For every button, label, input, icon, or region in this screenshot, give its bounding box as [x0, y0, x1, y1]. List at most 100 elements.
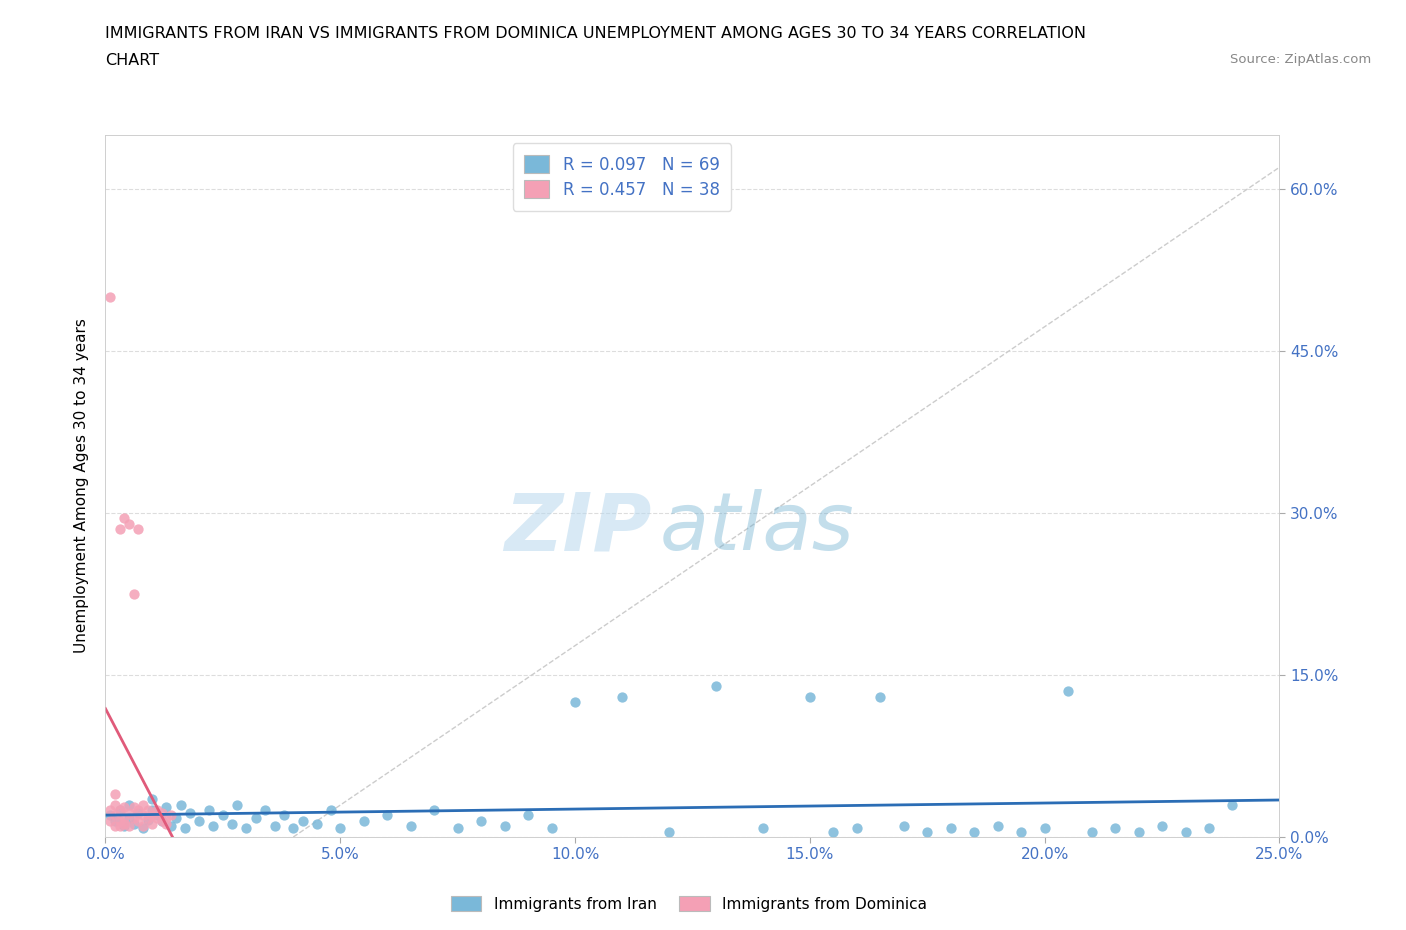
Point: [221, 817, 243, 831]
Point: [122, 817, 145, 831]
Point: [752, 821, 775, 836]
Point: [155, 810, 177, 825]
Point: [823, 824, 845, 839]
Point: [146, 810, 169, 825]
Point: [150, 814, 173, 829]
Point: [155, 817, 177, 831]
Point: [273, 808, 295, 823]
Text: IMMIGRANTS FROM IRAN VS IMMIGRANTS FROM DOMINICA UNEMPLOYMENT AMONG AGES 30 TO 3: IMMIGRANTS FROM IRAN VS IMMIGRANTS FROM …: [105, 26, 1087, 41]
Point: [146, 803, 169, 817]
Point: [375, 808, 398, 823]
Point: [446, 821, 468, 836]
Point: [845, 821, 868, 836]
Point: [263, 818, 285, 833]
Point: [704, 678, 727, 693]
Point: [112, 810, 135, 825]
Point: [202, 818, 225, 833]
Point: [658, 824, 681, 839]
Point: [122, 799, 145, 814]
Point: [132, 808, 155, 823]
Point: [136, 803, 159, 817]
Point: [869, 689, 891, 704]
Point: [423, 803, 446, 817]
Point: [122, 810, 145, 825]
Point: [160, 818, 183, 833]
Point: [564, 695, 586, 710]
Point: [517, 808, 540, 823]
Point: [226, 797, 249, 812]
Point: [141, 808, 163, 823]
Legend: R = 0.097   N = 69, R = 0.457   N = 38: R = 0.097 N = 69, R = 0.457 N = 38: [513, 143, 731, 210]
Point: [108, 803, 131, 817]
Point: [127, 814, 149, 829]
Point: [1057, 684, 1080, 698]
Text: Source: ZipAtlas.com: Source: ZipAtlas.com: [1230, 53, 1371, 66]
Point: [146, 808, 169, 823]
Point: [353, 814, 375, 829]
Point: [127, 805, 149, 820]
Point: [112, 511, 135, 525]
Point: [132, 818, 155, 833]
Point: [155, 799, 177, 814]
Point: [188, 814, 211, 829]
Point: [132, 797, 155, 812]
Point: [118, 797, 141, 812]
Point: [150, 805, 173, 820]
Point: [610, 689, 633, 704]
Point: [136, 810, 159, 825]
Point: [915, 824, 938, 839]
Text: CHART: CHART: [105, 53, 159, 68]
Text: ZIP: ZIP: [503, 489, 651, 567]
Point: [104, 808, 127, 823]
Point: [150, 814, 173, 829]
Point: [329, 821, 352, 836]
Point: [112, 818, 135, 833]
Point: [1174, 824, 1197, 839]
Point: [1150, 818, 1173, 833]
Point: [118, 805, 141, 820]
Point: [540, 821, 562, 836]
Point: [118, 810, 141, 825]
Y-axis label: Unemployment Among Ages 30 to 34 years: Unemployment Among Ages 30 to 34 years: [75, 318, 90, 654]
Point: [197, 803, 219, 817]
Point: [169, 797, 191, 812]
Point: [118, 818, 141, 833]
Text: atlas: atlas: [659, 489, 855, 567]
Point: [211, 808, 233, 823]
Point: [108, 814, 131, 829]
Point: [1080, 824, 1102, 839]
Point: [893, 818, 915, 833]
Point: [987, 818, 1010, 833]
Point: [319, 803, 342, 817]
Legend: Immigrants from Iran, Immigrants from Dominica: Immigrants from Iran, Immigrants from Do…: [444, 889, 934, 918]
Point: [108, 803, 131, 817]
Point: [108, 818, 131, 833]
Point: [104, 797, 127, 812]
Point: [132, 821, 155, 836]
Point: [108, 522, 131, 537]
Point: [98, 814, 121, 829]
Point: [136, 812, 159, 827]
Point: [112, 817, 135, 831]
Point: [291, 814, 314, 829]
Point: [127, 803, 149, 817]
Point: [122, 587, 145, 602]
Point: [1104, 821, 1126, 836]
Point: [245, 810, 267, 825]
Point: [104, 814, 127, 829]
Point: [283, 821, 305, 836]
Point: [112, 799, 135, 814]
Point: [799, 689, 821, 704]
Point: [1198, 821, 1220, 836]
Point: [1010, 824, 1032, 839]
Point: [1128, 824, 1150, 839]
Point: [235, 821, 257, 836]
Point: [141, 817, 163, 831]
Point: [104, 818, 127, 833]
Point: [174, 821, 197, 836]
Point: [399, 818, 422, 833]
Point: [98, 803, 121, 817]
Point: [470, 814, 492, 829]
Point: [141, 803, 163, 817]
Point: [98, 289, 121, 304]
